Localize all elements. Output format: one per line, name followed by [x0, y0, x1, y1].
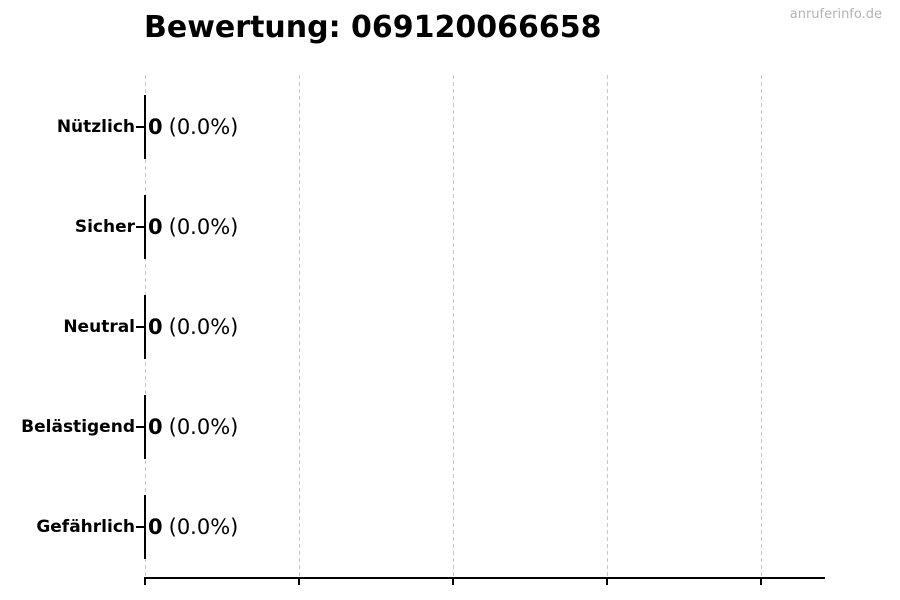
zero-width-bar: [144, 495, 146, 559]
value-percent: (0.0%): [168, 215, 239, 239]
y-axis-tick: [136, 226, 144, 228]
gridline: [607, 75, 608, 577]
y-axis-tick: [136, 526, 144, 528]
value-label: 0 (0.0%): [148, 515, 238, 539]
watermark-text: anruferinfo.de: [789, 7, 882, 22]
value-count: 0: [148, 215, 163, 239]
chart-title: Bewertung: 069120066658: [144, 10, 602, 45]
value-count: 0: [148, 315, 163, 339]
category-label: Belästigend: [21, 417, 135, 437]
x-axis-tick: [606, 579, 608, 585]
y-axis-tick: [136, 426, 144, 428]
bar-row-belaestigend: Belästigend 0 (0.0%): [0, 395, 900, 459]
category-label: Gefährlich: [36, 517, 135, 537]
x-axis-tick: [144, 579, 146, 585]
bar-row-neutral: Neutral 0 (0.0%): [0, 295, 900, 359]
gridline: [761, 75, 762, 577]
x-axis-tick: [298, 579, 300, 585]
category-label: Sicher: [74, 217, 135, 237]
value-percent: (0.0%): [168, 315, 239, 339]
value-count: 0: [148, 115, 163, 139]
x-axis-tick: [452, 579, 454, 585]
value-count: 0: [148, 515, 163, 539]
x-axis-line: [144, 577, 825, 579]
y-axis-tick: [136, 326, 144, 328]
value-label: 0 (0.0%): [148, 315, 238, 339]
value-label: 0 (0.0%): [148, 415, 238, 439]
gridline: [453, 75, 454, 577]
value-label: 0 (0.0%): [148, 215, 238, 239]
x-axis-tick: [760, 579, 762, 585]
zero-width-bar: [144, 195, 146, 259]
value-label: 0 (0.0%): [148, 115, 238, 139]
bar-row-nuetzlich: Nützlich 0 (0.0%): [0, 95, 900, 159]
value-percent: (0.0%): [168, 515, 239, 539]
zero-width-bar: [144, 395, 146, 459]
zero-width-bar: [144, 295, 146, 359]
category-label: Neutral: [63, 317, 135, 337]
gridline: [299, 75, 300, 577]
value-percent: (0.0%): [168, 115, 239, 139]
y-axis-tick: [136, 126, 144, 128]
bar-row-sicher: Sicher 0 (0.0%): [0, 195, 900, 259]
value-count: 0: [148, 415, 163, 439]
category-label: Nützlich: [56, 117, 135, 137]
value-percent: (0.0%): [168, 415, 239, 439]
bar-row-gefaehrlich: Gefährlich 0 (0.0%): [0, 495, 900, 559]
zero-width-bar: [144, 95, 146, 159]
